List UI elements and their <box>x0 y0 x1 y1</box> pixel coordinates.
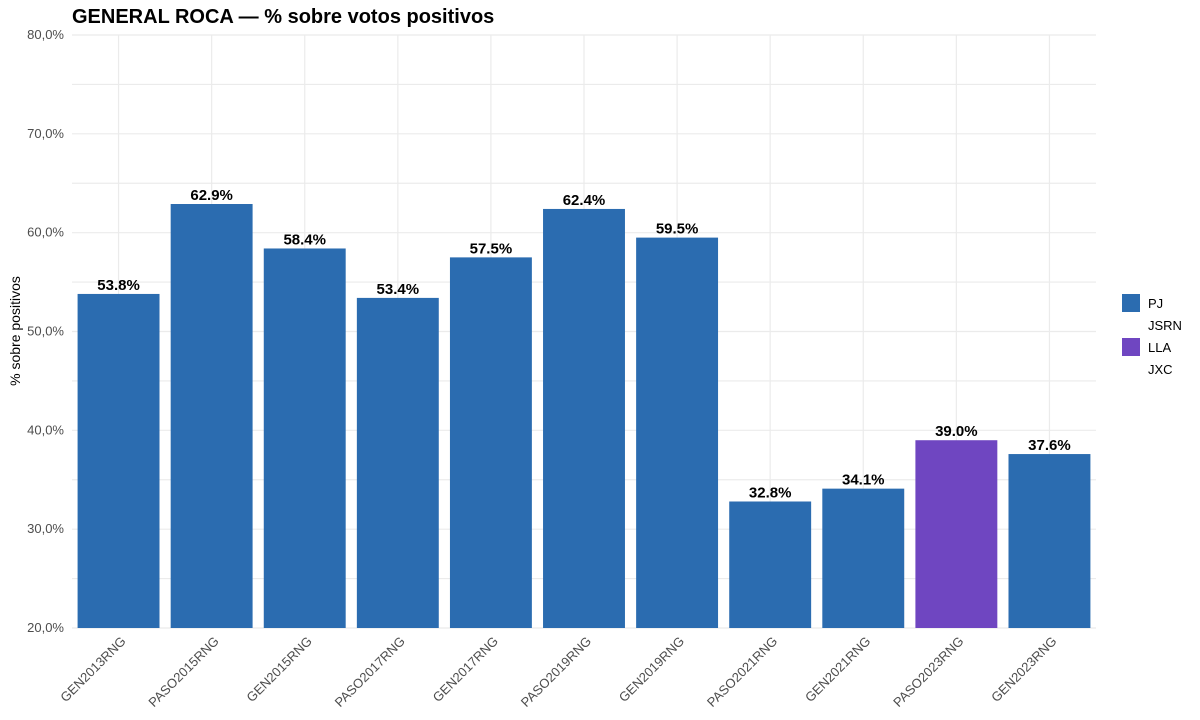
x-tick-label: GEN2021RNG <box>802 634 873 705</box>
bar <box>822 488 905 628</box>
data-label: 34.1% <box>842 472 885 489</box>
data-label: 53.4% <box>377 281 420 298</box>
bar <box>1008 454 1091 628</box>
y-tick-label: 50,0% <box>27 324 64 339</box>
y-tick-label: 80,0% <box>27 27 64 42</box>
bar <box>636 237 719 628</box>
bar <box>449 257 532 628</box>
x-tick-label: GEN2015RNG <box>243 634 314 705</box>
bars <box>77 204 1091 629</box>
y-tick-label: 40,0% <box>27 422 64 437</box>
data-label: 37.6% <box>1028 437 1071 454</box>
chart-title: GENERAL ROCA — % sobre votos positivos <box>72 6 494 28</box>
x-axis-ticks: GEN2013RNG PASO2015RNG GEN2015RNG PASO2017R… <box>57 634 1059 710</box>
legend-label: JSRN <box>1148 318 1182 333</box>
data-label: 62.4% <box>563 192 606 209</box>
x-tick-label: GEN2017RNG <box>430 634 501 705</box>
data-label: 53.8% <box>97 277 140 294</box>
x-tick-label: GEN2019RNG <box>616 634 687 705</box>
data-label: 62.9% <box>190 187 233 204</box>
y-tick-label: 60,0% <box>27 225 64 240</box>
legend: PJ JSRN LLA JXC <box>1122 294 1182 377</box>
data-label: 32.8% <box>749 484 792 501</box>
y-tick-label: 20,0% <box>27 620 64 635</box>
x-tick-label: PASO2015RNG <box>145 634 221 710</box>
legend-label: PJ <box>1148 296 1163 311</box>
x-tick-label: GEN2023RNG <box>988 634 1059 705</box>
bar <box>729 501 812 628</box>
bar <box>77 293 160 628</box>
x-tick-label: PASO2019RNG <box>518 634 594 710</box>
legend-label: LLA <box>1148 340 1171 355</box>
x-tick-label: PASO2017RNG <box>332 634 408 710</box>
data-labels: 53.8% 62.9% 58.4% 53.4% 57.5% 62.4% 59.5% 32.8%… <box>97 187 1070 501</box>
bar <box>356 297 439 628</box>
bar <box>543 208 625 629</box>
data-label: 58.4% <box>283 231 326 248</box>
y-tick-label: 30,0% <box>27 521 64 536</box>
x-tick-label: PASO2021RNG <box>704 634 780 710</box>
data-label: 59.5% <box>656 221 699 238</box>
data-label: 39.0% <box>935 423 978 440</box>
legend-swatch <box>1122 294 1140 312</box>
x-tick-label: GEN2013RNG <box>57 634 128 705</box>
y-axis-label: % sobre positivos <box>7 276 23 386</box>
legend-swatch <box>1122 338 1140 356</box>
data-label: 57.5% <box>470 240 513 257</box>
legend-label: JXC <box>1148 362 1173 377</box>
y-axis-ticks: 20,0% 30,0% 40,0% 50,0% 60,0% 70,0% 80,0% <box>27 27 64 635</box>
x-tick-label: PASO2023RNG <box>890 634 966 710</box>
bar <box>263 248 346 629</box>
bar <box>915 440 998 628</box>
bar <box>170 204 253 628</box>
y-tick-label: 70,0% <box>27 126 64 141</box>
